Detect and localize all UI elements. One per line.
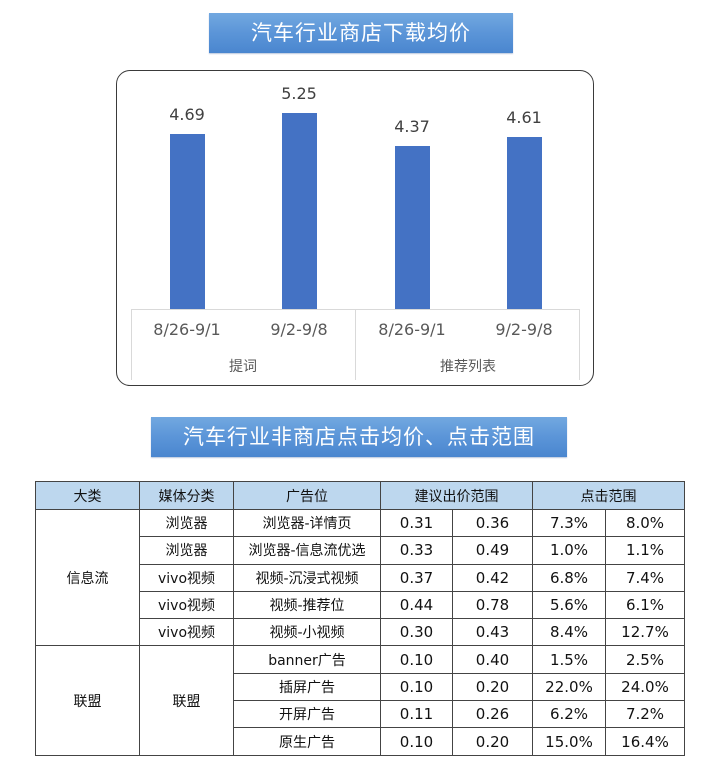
click-max-cell: 8.0%: [605, 508, 685, 538]
click-max-cell: 7.4%: [605, 563, 685, 592]
media-cell: 联盟: [139, 645, 234, 756]
bid-max-cell: 0.40: [452, 645, 533, 674]
bid-min-cell: 0.10: [380, 645, 453, 674]
ad-slot-cell: banner广告: [233, 645, 381, 674]
bar-tici-week2: [281, 113, 317, 309]
bid-min-cell: 0.33: [380, 536, 453, 565]
click-max-cell: 7.2%: [605, 700, 685, 729]
bar-recommend-week2: [506, 137, 542, 309]
click-min-cell: 22.0%: [532, 672, 606, 702]
table-row: vivo视频 视频-小视频 0.30 0.43 8.4% 12.7%: [36, 618, 685, 647]
table-row: 信息流 浏览器 浏览器-详情页 0.31 0.36 7.3% 8.0%: [35, 508, 685, 647]
media-cell: 浏览器: [139, 536, 234, 565]
x-group-label-tici: 提词: [229, 359, 257, 375]
bid-min-cell: 0.10: [380, 727, 453, 756]
bar-value-label: 4.37: [394, 117, 430, 136]
bid-max-cell: 0.20: [452, 672, 533, 702]
click-min-cell: 1.0%: [532, 536, 606, 565]
bid-max-cell: 0.42: [452, 563, 533, 592]
header-bid-range: 建议出价范围: [380, 481, 533, 510]
category-cell: 信息流: [35, 508, 140, 647]
table-row: 开屏广告 0.11 0.26 6.2% 7.2%: [36, 700, 685, 729]
bid-max-cell: 0.20: [452, 727, 533, 756]
bid-min-cell: 0.44: [380, 590, 453, 620]
media-cell: vivo视频: [139, 618, 234, 647]
ad-slot-cell: 视频-推荐位: [233, 590, 381, 620]
bar-value-label: 4.69: [169, 105, 205, 124]
header-click-range: 点击范围: [532, 481, 685, 510]
ad-slot-cell: 浏览器-信息流优选: [233, 536, 381, 565]
click-min-cell: 6.2%: [532, 700, 606, 729]
click-max-cell: 2.5%: [605, 645, 685, 674]
category-cell: 联盟: [35, 645, 140, 756]
x-group-label-recommend: 推荐列表: [440, 359, 496, 375]
bid-max-cell: 0.36: [452, 508, 533, 538]
bid-max-cell: 0.78: [452, 590, 533, 620]
click-max-cell: 16.4%: [605, 727, 685, 756]
media-cell: 浏览器: [139, 508, 234, 538]
click-min-cell: 6.8%: [532, 563, 606, 592]
x-tick-label: 8/26-9/1: [378, 320, 446, 339]
table-row: 联盟 联盟 banner广告 0.10 0.40 1.5% 2.5%: [35, 645, 685, 756]
header-ad-slot: 广告位: [233, 481, 381, 510]
price-range-table: 大类 媒体分类 广告位 建议出价范围 点击范围 信息流 浏览器 浏览器-详情页 …: [35, 481, 685, 756]
click-max-cell: 1.1%: [605, 536, 685, 565]
header-category: 大类: [35, 481, 140, 510]
click-max-cell: 24.0%: [605, 672, 685, 702]
bid-min-cell: 0.30: [380, 618, 453, 647]
click-min-cell: 15.0%: [532, 727, 606, 756]
ad-slot-cell: 原生广告: [233, 727, 381, 756]
table-row: vivo视频 视频-推荐位 0.44 0.78 5.6% 6.1%: [36, 590, 685, 620]
bid-min-cell: 0.11: [380, 700, 453, 729]
media-cell: vivo视频: [139, 563, 234, 592]
ad-slot-cell: 开屏广告: [233, 700, 381, 729]
bid-min-cell: 0.10: [380, 672, 453, 702]
table-header-row: 大类 媒体分类 广告位 建议出价范围 点击范围: [35, 481, 685, 510]
bid-max-cell: 0.43: [452, 618, 533, 647]
header-media: 媒体分类: [139, 481, 234, 510]
ad-slot-cell: 浏览器-详情页: [233, 508, 381, 538]
click-max-cell: 6.1%: [605, 590, 685, 620]
x-tick-label: 9/2-9/8: [270, 320, 328, 339]
click-min-cell: 7.3%: [532, 508, 606, 538]
bid-min-cell: 0.31: [380, 508, 453, 538]
x-tick-label: 9/2-9/8: [495, 320, 553, 339]
ad-slot-cell: 视频-小视频: [233, 618, 381, 647]
click-min-cell: 5.6%: [532, 590, 606, 620]
bid-max-cell: 0.26: [452, 700, 533, 729]
ad-slot-cell: 视频-沉浸式视频: [233, 563, 381, 592]
click-min-cell: 1.5%: [532, 645, 606, 674]
media-cell: vivo视频: [139, 590, 234, 620]
bar-tici-week1: [169, 134, 205, 309]
bar-value-label: 4.61: [506, 108, 542, 127]
bar-recommend-week1: [394, 146, 430, 309]
click-min-cell: 8.4%: [532, 618, 606, 647]
ad-slot-cell: 插屏广告: [233, 672, 381, 702]
bid-min-cell: 0.37: [380, 563, 453, 592]
bar-value-label: 5.25: [281, 84, 317, 103]
x-axis-group-divider: [355, 309, 356, 380]
chart-title-banner: 汽车行业商店下载均价: [209, 13, 513, 53]
table-title: 汽车行业非商店点击均价、点击范围: [183, 425, 535, 449]
table-row: 插屏广告 0.10 0.20 22.0% 24.0%: [36, 672, 685, 702]
x-tick-label: 8/26-9/1: [153, 320, 221, 339]
bid-max-cell: 0.49: [452, 536, 533, 565]
table-row: vivo视频 视频-沉浸式视频 0.37 0.42 6.8% 7.4%: [36, 563, 685, 592]
click-max-cell: 12.7%: [605, 618, 685, 647]
table-row: 原生广告 0.10 0.20 15.0% 16.4%: [36, 727, 685, 756]
chart-title: 汽车行业商店下载均价: [251, 21, 471, 45]
table-title-banner: 汽车行业非商店点击均价、点击范围: [151, 417, 567, 457]
